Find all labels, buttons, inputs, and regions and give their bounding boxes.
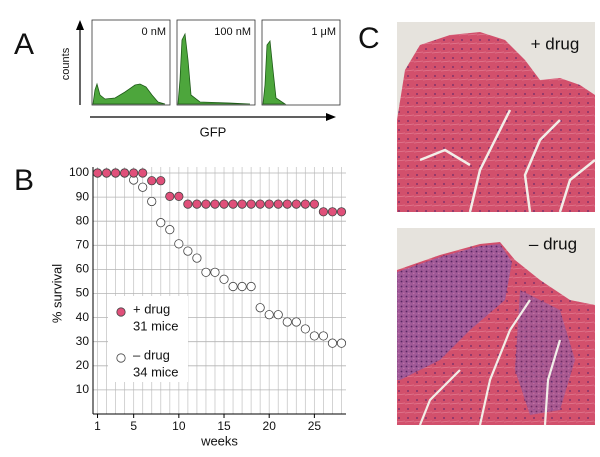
data-point xyxy=(147,196,157,207)
image-label: + drug xyxy=(531,34,580,53)
data-point xyxy=(237,199,247,209)
legend-note: 31 mice xyxy=(133,318,179,333)
data-point xyxy=(210,199,220,209)
y-tick-label: 100 xyxy=(69,165,89,179)
panel-label: B xyxy=(14,164,34,197)
data-point xyxy=(246,199,256,209)
data-point xyxy=(300,199,310,209)
data-point xyxy=(183,246,193,256)
data-point xyxy=(210,267,220,277)
histogram-panels xyxy=(91,19,341,106)
axis-label: GFP xyxy=(200,124,227,139)
data-point xyxy=(101,168,112,178)
y-tick-label: 80 xyxy=(76,213,90,227)
image-label: – drug xyxy=(529,234,577,253)
legend-label: + drug xyxy=(133,301,170,316)
data-point xyxy=(192,253,202,263)
data-point xyxy=(255,303,265,313)
data-point xyxy=(129,168,139,178)
legend-marker xyxy=(116,353,126,363)
data-point xyxy=(309,331,319,341)
data-point xyxy=(264,310,274,320)
data-point xyxy=(264,199,274,209)
data-point xyxy=(327,338,338,348)
data-point xyxy=(219,274,229,284)
x-tick-label: 5 xyxy=(130,419,137,433)
histology-image xyxy=(397,22,596,426)
histogram-label: 1 μM xyxy=(311,26,336,38)
data-point xyxy=(147,176,157,186)
y-tick-label: 40 xyxy=(76,310,90,324)
panel-label: A xyxy=(14,28,34,61)
legend-marker xyxy=(116,307,126,317)
histogram-label: 0 nM xyxy=(142,26,166,38)
data-point xyxy=(174,191,184,201)
y-tick-label: 50 xyxy=(76,286,90,300)
x-tick-label: 1 xyxy=(94,419,101,433)
y-tick-label: 10 xyxy=(76,382,90,396)
data-point xyxy=(138,182,148,192)
data-point xyxy=(336,207,347,217)
data-point xyxy=(273,199,283,209)
axis-label: counts xyxy=(60,47,72,80)
data-point xyxy=(291,317,301,327)
y-tick-label: 90 xyxy=(76,189,90,203)
y-tick-label: 30 xyxy=(76,334,90,348)
data-point xyxy=(255,199,265,209)
data-point xyxy=(183,199,193,209)
data-point xyxy=(300,324,310,334)
data-point xyxy=(174,239,184,249)
data-point xyxy=(246,281,256,292)
x-tick-label: 10 xyxy=(172,419,186,433)
data-point xyxy=(201,199,211,209)
y-tick-label: 20 xyxy=(76,358,90,372)
data-point xyxy=(92,168,103,178)
data-point xyxy=(228,281,238,292)
x-tick-label: 20 xyxy=(263,419,277,433)
data-point xyxy=(228,199,238,209)
data-point xyxy=(138,168,148,178)
data-point xyxy=(110,168,121,178)
legend-label: – drug xyxy=(133,347,170,362)
x-tick-label: 15 xyxy=(217,419,231,433)
y-tick-label: 70 xyxy=(76,237,90,251)
data-point xyxy=(156,176,166,186)
histogram-label: 100 nM xyxy=(214,26,251,38)
data-point xyxy=(336,338,347,348)
x-axis-label: weeks xyxy=(200,433,238,448)
data-point xyxy=(219,199,229,209)
y-axis-label: % survival xyxy=(49,264,64,323)
data-point xyxy=(282,317,292,327)
data-point xyxy=(273,310,283,320)
data-point xyxy=(237,281,247,292)
data-point xyxy=(156,218,166,228)
data-point xyxy=(165,225,175,235)
data-point xyxy=(309,199,319,209)
legend-note: 34 mice xyxy=(133,364,179,379)
x-tick-label: 25 xyxy=(308,419,322,433)
data-point xyxy=(192,199,202,209)
data-point xyxy=(201,267,211,277)
y-tick-label: 60 xyxy=(76,262,90,276)
data-point xyxy=(318,331,329,341)
data-point xyxy=(120,168,130,178)
data-point xyxy=(318,207,329,217)
data-point xyxy=(282,199,292,209)
data-point xyxy=(327,207,338,217)
axis-arrows xyxy=(76,20,336,121)
panel-label: C xyxy=(358,22,380,55)
data-point xyxy=(165,191,175,201)
data-point xyxy=(291,199,301,209)
